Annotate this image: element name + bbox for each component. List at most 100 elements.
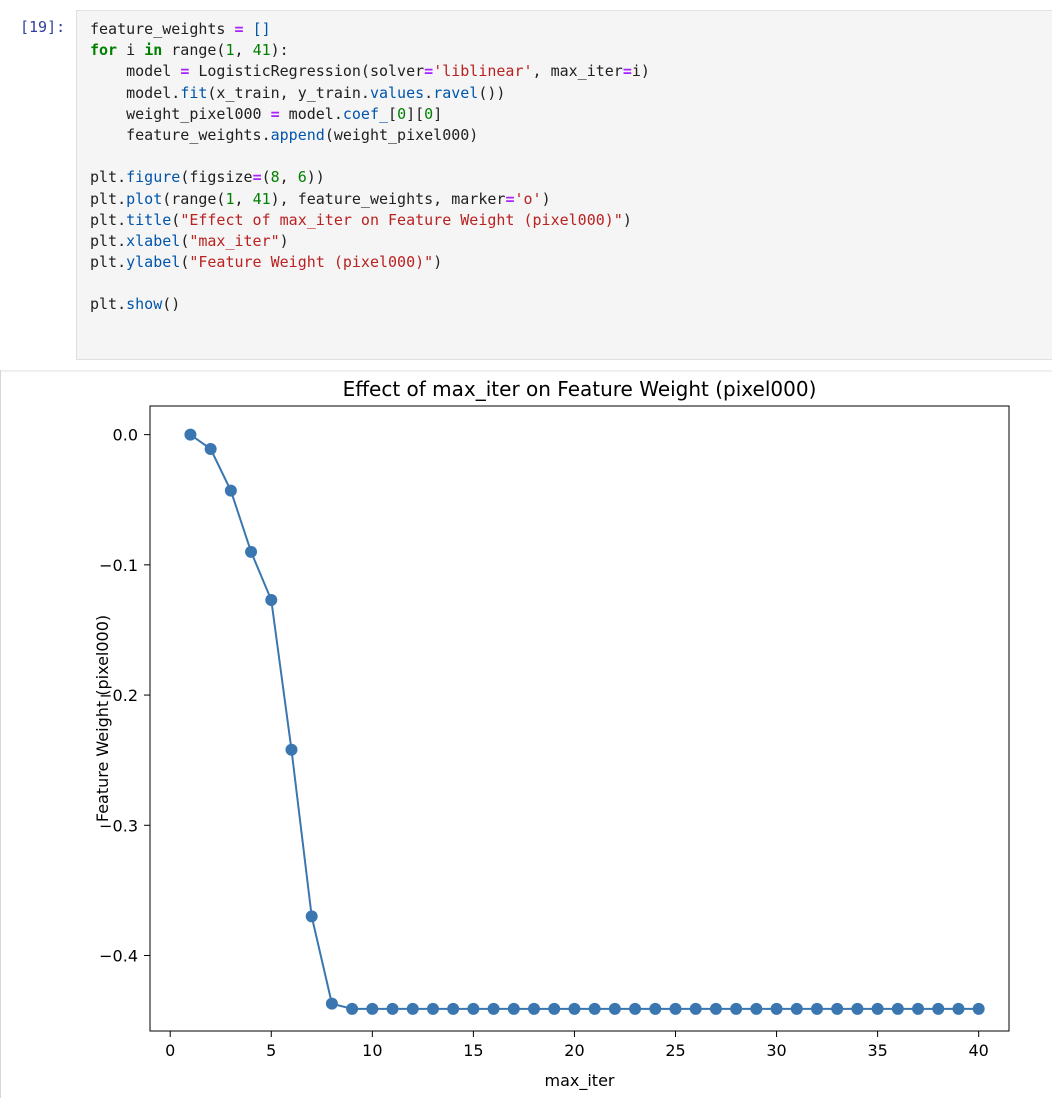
code-token: plt. [90, 295, 127, 314]
x-axis-label: max_iter [545, 1071, 615, 1091]
code-token: "Effect of max_iter on Feature Weight (p… [180, 210, 623, 229]
code-editor[interactable]: feature_weights = [] for i in range(1, 41… [76, 10, 1052, 360]
code-token: "max_iter" [189, 231, 280, 250]
y-tick-label: −0.1 [99, 556, 138, 575]
data-point [568, 1002, 581, 1015]
x-tick-label: 10 [362, 1041, 382, 1060]
data-point [224, 484, 237, 497]
code-token [244, 20, 253, 38]
code-token: plt. [90, 168, 127, 187]
code-token: (x_train, y_train. [207, 83, 370, 102]
code-token: ( [261, 168, 271, 187]
code-token: [ [388, 104, 398, 123]
y-axis-label: Feature Weight (pixel000) [93, 615, 112, 822]
code-token: = [270, 104, 280, 123]
code-token: , [234, 189, 253, 208]
line-chart: 0 5 10 15 20 25 30 35 40 0.0 −0.1 −0.2 −0.3 −0.4 Eff… [0, 370, 1052, 1098]
data-point [305, 910, 318, 923]
x-tick-label: 35 [867, 1041, 887, 1060]
x-tick-label: 25 [665, 1041, 685, 1060]
code-token: coef_ [342, 104, 389, 123]
code-token: LogisticRegression(solver [189, 62, 425, 81]
data-point [265, 594, 278, 607]
code-line: feature_weights.append(weight_pixel000) [90, 125, 650, 146]
code-token: ) [433, 253, 443, 272]
data-point [467, 1002, 480, 1015]
x-tick-label: 30 [766, 1041, 786, 1060]
code-token: )) [306, 168, 325, 187]
data-point [750, 1002, 763, 1015]
code-line: weight_pixel000 = model.coef_[0][0] [90, 104, 650, 125]
data-point [406, 1002, 419, 1015]
cell-output: 0 5 10 15 20 25 30 35 40 0.0 −0.1 −0.2 −0.3 −0.4 Eff… [0, 370, 1052, 1098]
code-token: fit [180, 83, 208, 102]
code-token: range( [162, 41, 226, 60]
data-point [689, 1002, 702, 1015]
data-point [709, 1002, 722, 1015]
data-point [770, 1002, 783, 1015]
data-point [871, 1002, 884, 1015]
code-token: 8 [270, 168, 280, 187]
code-token: weight_pixel000 [90, 104, 271, 123]
code-token: 6 [297, 168, 307, 187]
code-token: title [126, 210, 172, 229]
code-line: plt.xlabel("max_iter") [90, 231, 650, 252]
code-line: for i in range(1, 41): [90, 40, 650, 61]
code-token: ): [270, 41, 289, 60]
data-point [588, 1002, 601, 1015]
code-token: feature_weights [90, 20, 235, 38]
code-token: figure [126, 168, 181, 187]
data-point [608, 1002, 621, 1015]
data-point [548, 1002, 561, 1015]
code-line [90, 146, 650, 167]
code-token: ) [541, 189, 551, 208]
data-point [245, 545, 258, 558]
code-line: feature_weights = [] [90, 19, 650, 40]
data-point [810, 1002, 823, 1015]
code-token: feature_weights. [90, 125, 271, 144]
code-token: plt. [90, 231, 127, 250]
data-point [912, 1002, 925, 1015]
code-token: . [424, 83, 434, 102]
code-token: ravel [433, 83, 479, 102]
code-line: plt.title("Effect of max_iter on Feature… [90, 210, 650, 231]
data-point [790, 1002, 803, 1015]
code-line: plt.figure(figsize=(8, 6)) [90, 167, 650, 188]
code-token: ) [279, 231, 289, 250]
code-token: , [234, 41, 253, 60]
data-point [507, 1002, 520, 1015]
code-token: ylabel [126, 253, 181, 272]
code-cell[interactable]: [19]: feature_weights = [] for i in range… [0, 0, 1052, 364]
code-token: (figsize [180, 168, 253, 187]
code-token: = [622, 62, 632, 81]
code-token: i [117, 41, 145, 60]
output-separator [0, 370, 1052, 373]
code-token: plt. [90, 210, 127, 229]
code-token: ( [180, 253, 190, 272]
x-tick-label: 40 [969, 1041, 989, 1060]
code-token: i) [631, 62, 650, 81]
code-token: () [162, 295, 181, 314]
x-tick-label: 15 [463, 1041, 483, 1060]
code-line: model = LogisticRegression(solver='libli… [90, 61, 650, 82]
code-token: plt. [90, 253, 127, 272]
code-token: model. [279, 104, 343, 123]
cell-prompt: [19]: [20, 18, 66, 36]
data-point [204, 442, 217, 455]
code-token: xlabel [126, 231, 181, 250]
code-token: 0 [424, 104, 434, 123]
data-point [952, 1002, 965, 1015]
code-text[interactable]: feature_weights = [] for i in range(1, 41… [90, 19, 650, 316]
code-token: "Feature Weight (pixel000)" [189, 253, 434, 272]
code-token: [] [252, 20, 271, 38]
code-token: values [369, 83, 425, 102]
data-point [972, 1002, 985, 1015]
data-point [831, 1002, 844, 1015]
y-tick-label: −0.3 [99, 816, 138, 835]
code-token: = [505, 189, 515, 208]
data-point [325, 997, 338, 1010]
plot-background [0, 370, 1052, 1098]
code-token: 1 [225, 189, 235, 208]
code-token: plot [126, 189, 163, 208]
data-point [528, 1002, 541, 1015]
